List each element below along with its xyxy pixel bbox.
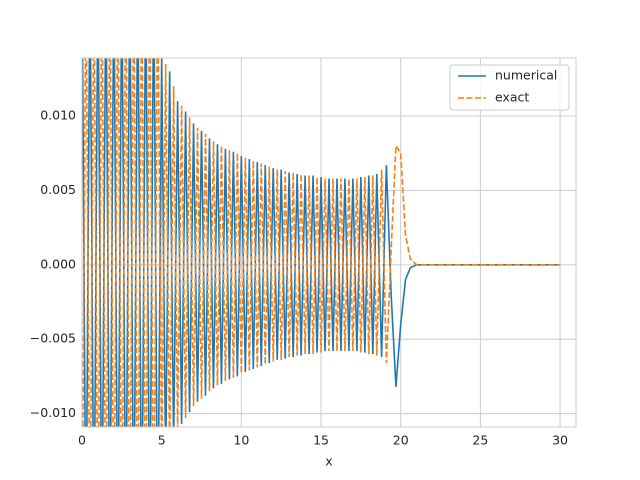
y-tick-label: −0.005 [30, 331, 76, 346]
x-tick-label: 0 [78, 433, 86, 448]
y-tick-label: 0.000 [40, 256, 76, 271]
x-tick-label: 25 [472, 433, 488, 448]
y-tick-label: −0.010 [30, 405, 76, 420]
y-tick-label: 0.005 [40, 182, 76, 197]
x-tick-label: 30 [552, 433, 568, 448]
plot-lines [82, 58, 561, 427]
x-tick-label: 10 [233, 433, 249, 448]
legend-label: numerical [495, 68, 557, 83]
series-line [82, 58, 561, 427]
x-tick-label: 15 [313, 433, 329, 448]
x-axis-label: x [325, 454, 332, 469]
y-tick-label: 0.010 [40, 108, 76, 123]
x-tick-label: 5 [158, 433, 166, 448]
x-tick-label: 20 [393, 433, 409, 448]
legend-label: exact [495, 90, 529, 105]
plot-frame [81, 57, 577, 428]
series-line [82, 58, 561, 427]
